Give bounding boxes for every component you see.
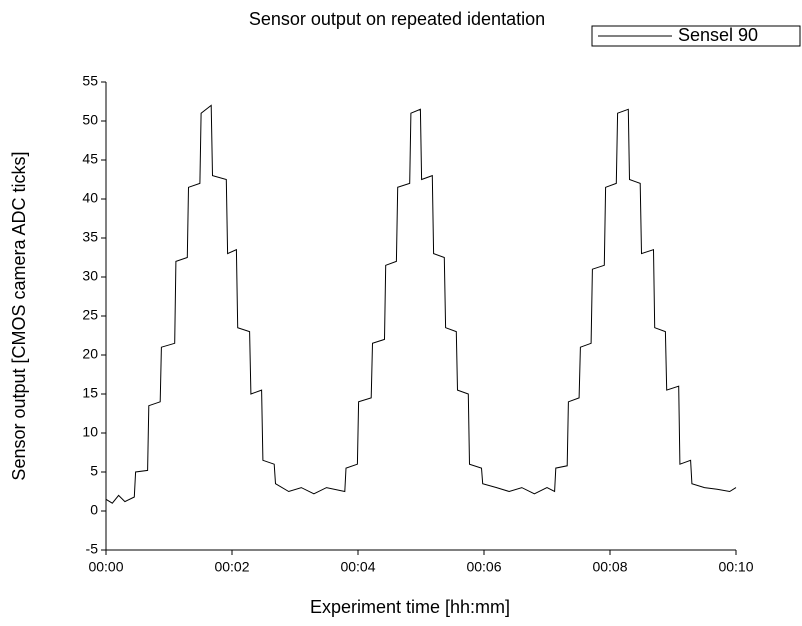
y-tick-label: 35 [82, 229, 98, 245]
legend-label: Sensel 90 [678, 25, 758, 45]
y-tick-label: 10 [82, 424, 98, 440]
y-tick-label: 50 [82, 112, 98, 128]
y-axis-label: Sensor output [CMOS camera ADC ticks] [9, 151, 29, 480]
y-tick-label: 45 [82, 151, 98, 167]
y-tick-label: 55 [82, 73, 98, 89]
y-tick-label: 25 [82, 307, 98, 323]
data-line [105, 104, 737, 504]
y-tick-label: 0 [90, 502, 98, 518]
x-axis-label: Experiment time [hh:mm] [310, 597, 510, 617]
y-tick-label: 40 [82, 190, 98, 206]
x-tick-label: 00:10 [718, 559, 753, 575]
y-tick-label: 30 [82, 268, 98, 284]
y-tick-label: -5 [86, 541, 99, 557]
y-tick-label: 5 [90, 463, 98, 479]
x-tick-label: 00:04 [340, 559, 375, 575]
x-tick-label: 00:08 [592, 559, 627, 575]
y-tick-label: 15 [82, 385, 98, 401]
legend-box [591, 25, 801, 47]
y-tick-label: 20 [82, 346, 98, 362]
chart-title: Sensor output on repeated identation [249, 9, 545, 29]
x-tick-label: 00:00 [88, 559, 123, 575]
x-tick-label: 00:02 [214, 559, 249, 575]
x-tick-label: 00:06 [466, 559, 501, 575]
